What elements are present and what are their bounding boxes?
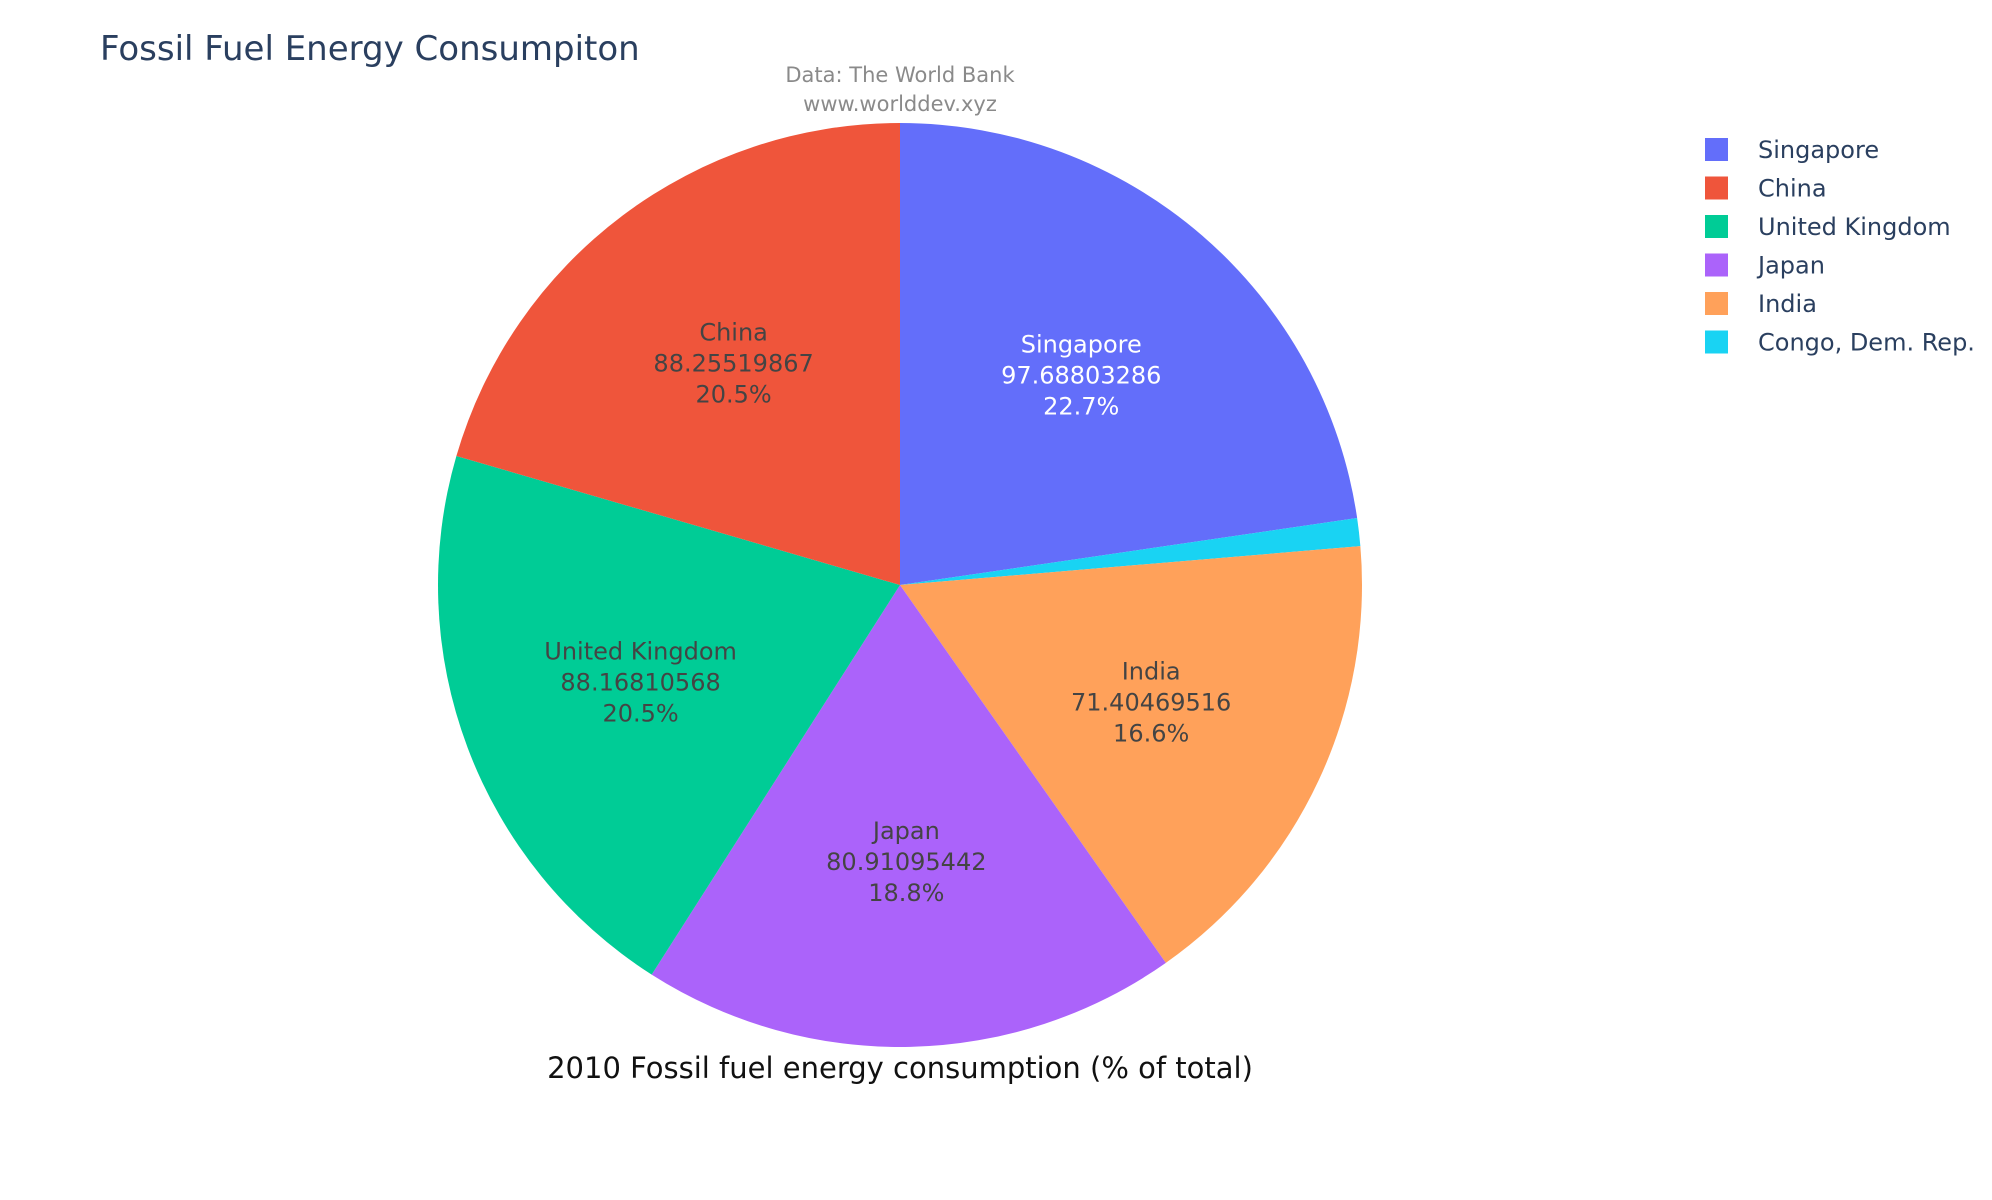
pie-slice-congo-dem-rep[interactable] [900,518,1361,585]
legend-label-china[interactable]: China [1758,175,1827,203]
pie-slice-singapore[interactable] [900,123,1358,585]
chart-title: Fossil Fuel Energy Consumpiton [100,29,640,69]
slice-label-united-kingdom: United Kingdom [544,638,737,666]
pie-slice-japan[interactable] [651,585,1166,1047]
slice-percent-united-kingdom: 20.5% [602,700,678,728]
legend-swatch-singapore[interactable] [1705,138,1728,161]
legend-swatch-united-kingdom[interactable] [1705,215,1728,238]
pie-slices [437,123,1362,1047]
slice-label-china: China [699,318,768,346]
slice-label-india: India [1122,657,1181,685]
pie-slice-labels: Singapore 97.68803286 22.7% India 71.4046951… [544,318,1231,907]
slice-value-china: 88.25519867 [653,349,813,377]
legend-label-congo-dem-rep[interactable]: Congo, Dem. Rep. [1758,329,1975,357]
slice-value-india: 71.40469516 [1071,688,1231,716]
chart-subtitle-source: Data: The World Bank [785,63,1015,87]
legend-label-singapore[interactable]: Singapore [1758,136,1879,164]
slice-percent-singapore: 22.7% [1043,392,1119,420]
slice-percent-india: 16.6% [1113,719,1189,747]
slice-label-japan: Japan [871,817,940,845]
slice-value-singapore: 97.68803286 [1001,361,1161,389]
chart-caption: 2010 Fossil fuel energy consumption (% o… [547,1051,1253,1085]
legend-swatch-india[interactable] [1705,292,1728,315]
chart-subtitle-url: www.worlddev.xyz [803,92,997,116]
legend-swatch-china[interactable] [1705,176,1728,200]
slice-value-united-kingdom: 88.16810568 [560,669,720,697]
legend-label-japan[interactable]: Japan [1756,252,1825,280]
slice-percent-china: 20.5% [695,380,771,408]
legend-label-india[interactable]: India [1758,290,1817,318]
slice-value-japan: 80.91095442 [826,848,986,876]
legend-label-united-kingdom[interactable]: United Kingdom [1758,213,1951,241]
legend-swatch-japan[interactable] [1705,253,1728,277]
pie-slice-united-kingdom[interactable] [437,455,900,975]
pie-slice-china[interactable] [456,123,900,585]
legend-swatch-congo-dem-rep[interactable] [1705,330,1728,354]
legend: Singapore China United Kingdom Japan India Co… [1705,136,1975,357]
slice-label-singapore: Singapore [1021,330,1142,358]
pie-slice-india[interactable] [900,546,1362,963]
slice-percent-japan: 18.8% [868,879,944,907]
